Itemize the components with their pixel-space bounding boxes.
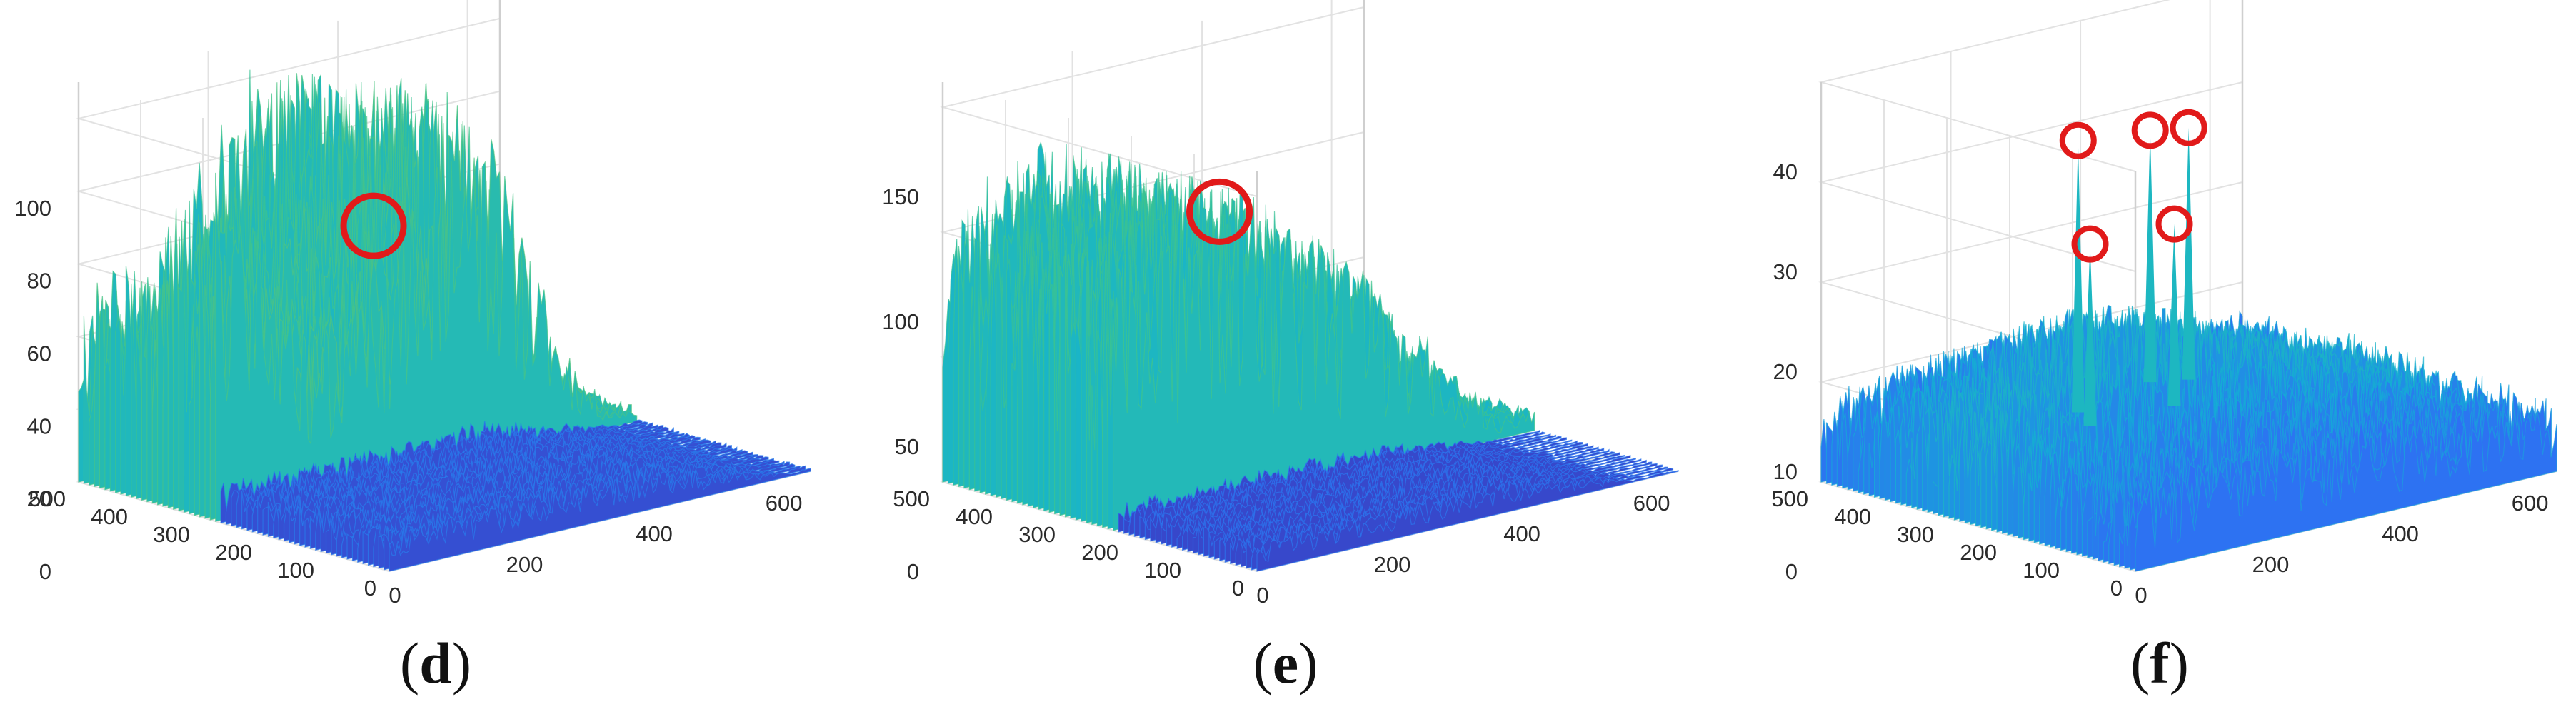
z-tick-label: 30	[1773, 259, 1798, 284]
x-tick-label: 600	[1633, 491, 1670, 516]
y-tick-label: 0	[364, 576, 376, 601]
highlight-circle	[1186, 178, 1253, 245]
x-tick-label: 0	[2135, 583, 2147, 608]
panel-caption-f: (f)	[2130, 631, 2189, 696]
highlight-circle	[2131, 111, 2169, 149]
z-tick-label: 40	[27, 413, 51, 438]
y-tick-label: 400	[1834, 504, 1871, 529]
peak-spike	[2167, 224, 2181, 406]
z-tick-label: 40	[1773, 159, 1798, 184]
surface-plot-f: 0 10 20 30 40 0 100 200 300 400 500 0 200 400 600 (f)	[1714, 0, 2576, 712]
surface-plot-e: 0 50 100 150 0 100 200 300 400 500 0 200 400 600 (e)	[857, 0, 1714, 712]
tick-labels: 0 50 100 150 0 100 200 300 400 500 0 200 400 600	[882, 184, 1670, 608]
highlight-markers	[1186, 178, 1253, 245]
z-tick-label: 20	[27, 486, 51, 511]
z-tick-label: 150	[882, 184, 919, 209]
z-tick-label: 100	[14, 196, 51, 221]
x-tick-label: 0	[389, 583, 401, 608]
highlight-markers	[340, 192, 407, 259]
y-tick-label: 300	[1897, 522, 1934, 547]
surface-plot-e-canvas: 0 50 100 150 0 100 200 300 400 500 0 200 400 600	[882, 0, 1679, 608]
peak-spike	[2143, 130, 2157, 383]
highlight-circle	[2170, 109, 2207, 146]
panel-caption-e: (e)	[1253, 631, 1318, 696]
surface-mesh	[1820, 127, 2557, 572]
surface-plot-d: 0 20 40 60 80 100 0 100 200 300 400 500 0 200 400 600 (…	[0, 0, 857, 712]
highlight-markers	[2059, 109, 2207, 263]
y-tick-label: 200	[1960, 540, 1997, 565]
highlight-circle	[2059, 121, 2097, 159]
y-tick-label: 100	[1144, 558, 1181, 583]
x-tick-label: 200	[2252, 552, 2290, 577]
y-tick-label: 200	[1081, 540, 1118, 565]
z-tick-label: 100	[882, 309, 919, 334]
x-tick-label: 400	[2382, 521, 2419, 546]
y-tick-label: 100	[277, 558, 314, 583]
z-tick-label: 60	[27, 341, 51, 366]
y-tick-label: 500	[29, 486, 66, 511]
x-tick-label: 200	[1374, 552, 1411, 577]
surface-plot-d-canvas: 0 20 40 60 80 100 0 100 200 300 400 500 0 200 400 600	[14, 0, 811, 608]
x-tick-label: 400	[1503, 521, 1540, 546]
panel-caption-d: (d)	[399, 631, 472, 696]
highlight-circle	[2071, 225, 2109, 263]
highlight-circle	[340, 192, 407, 259]
y-tick-label: 0	[1232, 576, 1244, 601]
y-tick-label: 400	[956, 504, 993, 529]
y-tick-label: 400	[91, 504, 128, 529]
y-tick-label: 500	[1771, 486, 1808, 511]
y-tick-label: 300	[153, 522, 190, 547]
x-tick-label: 200	[506, 552, 543, 577]
z-tick-label: 20	[1773, 359, 1798, 384]
x-tick-label: 600	[2512, 491, 2549, 516]
x-tick-label: 400	[636, 521, 673, 546]
highlight-circle	[2155, 205, 2193, 243]
y-tick-label: 100	[2023, 558, 2060, 583]
x-tick-label: 0	[1256, 583, 1268, 608]
peak-spike	[2071, 140, 2085, 413]
z-tick-label: 10	[1773, 459, 1798, 484]
x-tick-label: 600	[766, 491, 803, 516]
tick-labels: 0 20 40 60 80 100 0 100 200 300 400 500 0 200 400 600	[14, 196, 802, 608]
y-tick-label: 500	[893, 486, 930, 511]
surface-mesh	[942, 141, 1679, 572]
y-tick-label: 200	[215, 540, 252, 565]
y-tick-label: 300	[1018, 522, 1056, 547]
surface-mesh	[78, 69, 811, 572]
peak-spike	[2083, 244, 2097, 426]
z-tick-label: 80	[27, 269, 51, 294]
y-tick-label: 0	[2110, 576, 2123, 601]
z-tick-label: 0	[39, 559, 51, 584]
z-tick-label: 0	[907, 559, 919, 584]
z-tick-label: 0	[1785, 559, 1798, 584]
z-tick-label: 50	[895, 434, 919, 459]
peak-spike	[2182, 127, 2195, 380]
